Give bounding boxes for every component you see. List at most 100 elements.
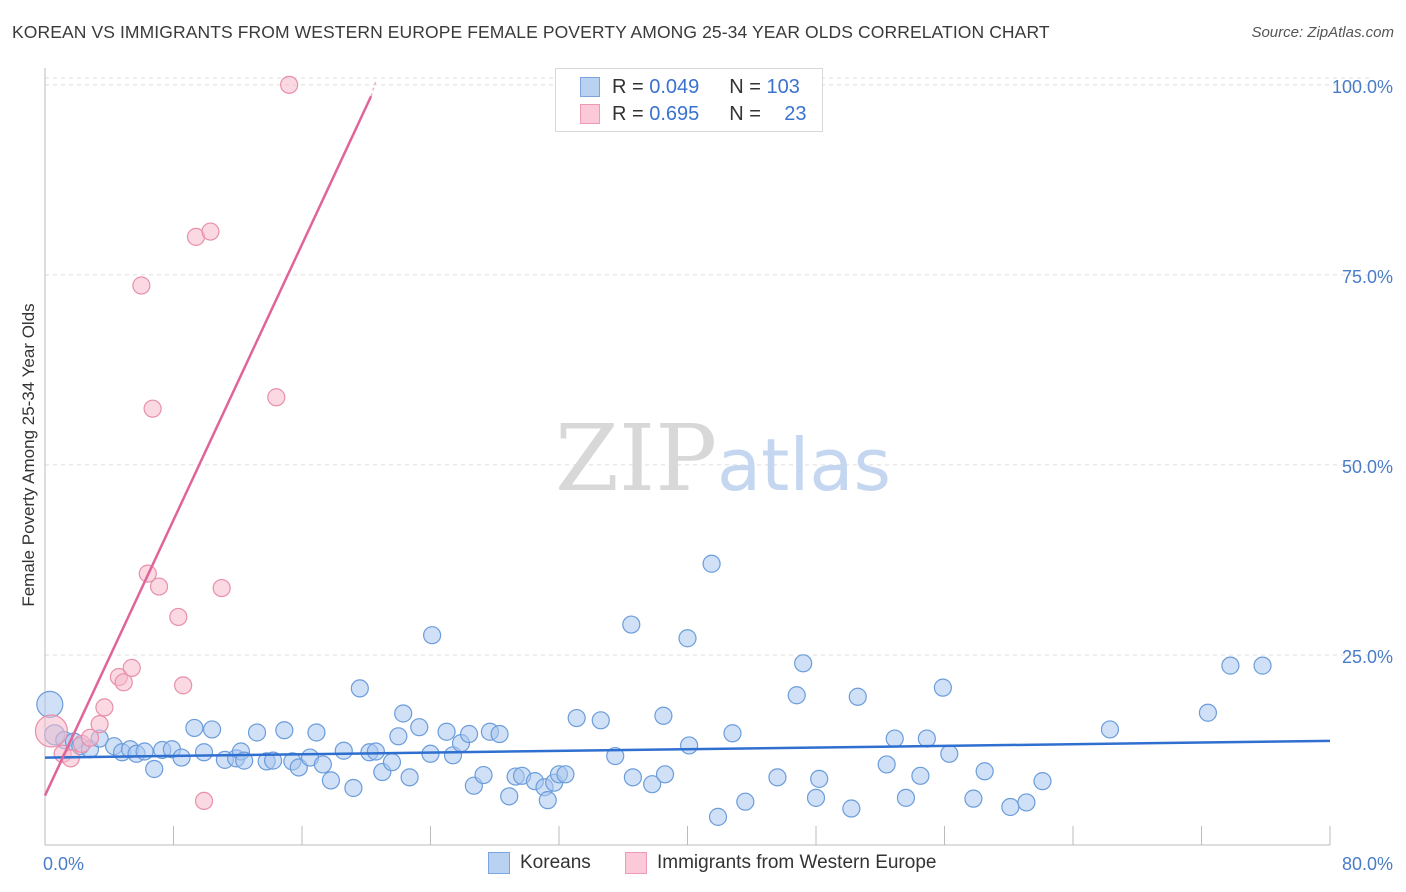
korean-trend-line — [44, 739, 1331, 759]
legend-n-value: 23 — [784, 102, 807, 125]
x-tick-label: 80.0% — [1342, 854, 1393, 874]
korean-point — [275, 721, 294, 740]
immigrant-point — [194, 791, 214, 811]
korean-point — [622, 615, 641, 634]
korean-point — [885, 729, 904, 748]
korean-point — [911, 766, 930, 785]
y-tick-label: 50.0% — [1342, 457, 1393, 477]
korean-point — [36, 690, 64, 718]
korean-point — [623, 768, 642, 787]
watermark-zip: ZIP — [555, 405, 717, 512]
korean-point — [202, 720, 222, 739]
immigrant-point — [267, 388, 286, 407]
immigrant-trend-line — [43, 95, 373, 797]
korean-point — [787, 686, 806, 705]
series-label-immigrant: Immigrants from Western Europe — [657, 852, 937, 873]
korean-point — [185, 718, 204, 738]
korean-point — [437, 722, 456, 741]
korean-point — [975, 762, 994, 781]
series-label-korean: Koreans — [520, 852, 591, 873]
series-swatch-korean — [488, 852, 510, 874]
x-tick-label: 0.0% — [43, 854, 84, 874]
watermark: ZIP atlas — [555, 405, 891, 512]
korean-point — [313, 755, 332, 774]
immigrant-point — [143, 399, 162, 418]
immigrant-point — [114, 673, 133, 692]
korean-point — [591, 711, 610, 730]
korean-point — [194, 743, 214, 762]
korean-point — [917, 729, 936, 748]
korean-point — [400, 768, 419, 787]
korean-point — [794, 654, 813, 673]
tick-labels: 25.0% 50.0% 75.0% 100.0% 0.0% 80.0% — [43, 77, 1393, 874]
korean-point — [933, 678, 952, 697]
series-legend-immigrant[interactable]: Immigrants from Western Europe — [625, 852, 936, 874]
watermark-atlas: atlas — [717, 423, 891, 507]
korean-point — [350, 679, 369, 698]
immigrant-point — [149, 577, 169, 596]
trend-lines — [43, 80, 1331, 797]
immigrant-point — [169, 607, 188, 627]
series-legend-korean[interactable]: Koreans — [488, 852, 591, 874]
immigrant-point — [122, 658, 141, 677]
korean-point — [307, 723, 326, 742]
korean-point — [1253, 656, 1272, 675]
korean-point — [334, 741, 353, 760]
immigrant-point — [95, 698, 114, 717]
korean-point — [382, 753, 402, 772]
correlation-legend: R = 0.049 N = 103 R = 0.695 N = 23 — [555, 68, 823, 132]
korean-point — [877, 755, 896, 774]
y-tick-label: 25.0% — [1342, 647, 1393, 667]
korean-point — [423, 626, 442, 645]
legend-n-label: N = — [729, 75, 761, 98]
immigrant-points — [34, 75, 299, 811]
immigrant-point — [34, 714, 69, 748]
korean-point — [394, 704, 413, 723]
immigrant-trend-extension — [370, 80, 377, 97]
korean-point — [410, 718, 429, 737]
korean-point — [810, 769, 829, 788]
legend-n-label: N = — [729, 102, 761, 125]
korean-point — [344, 778, 363, 798]
y-axis-label: Female Poverty Among 25-34 Year Olds — [19, 303, 38, 606]
korean-point — [538, 791, 557, 810]
legend-r-label: R = — [612, 75, 644, 98]
korean-point — [964, 789, 983, 808]
korean-point — [567, 708, 586, 728]
korean-point — [1033, 772, 1052, 791]
korean-point — [842, 799, 861, 818]
y-tick-label: 100.0% — [1332, 77, 1393, 97]
korean-point — [654, 706, 673, 725]
legend-n-value: 103 — [766, 75, 800, 98]
legend-swatch-immigrant — [580, 104, 600, 124]
series-swatch-immigrant — [625, 852, 647, 874]
korean-point — [1100, 720, 1120, 739]
immigrant-point — [80, 728, 100, 747]
korean-point — [736, 792, 755, 811]
korean-point — [848, 687, 867, 706]
y-tick-label: 75.0% — [1342, 267, 1393, 287]
immigrant-point — [201, 222, 220, 241]
korean-point — [474, 765, 493, 785]
korean-point — [247, 723, 267, 742]
korean-point — [940, 744, 959, 763]
korean-point — [806, 788, 826, 807]
legend-row-immigrant: R = 0.695 N = 23 — [580, 102, 807, 126]
korean-point — [655, 765, 675, 784]
legend-r-value: 0.049 — [649, 75, 700, 98]
legend-swatch-korean — [580, 77, 600, 97]
korean-point — [389, 727, 408, 746]
immigrant-point — [132, 276, 151, 295]
korean-point — [680, 736, 699, 755]
immigrant-point — [280, 75, 299, 94]
korean-point — [723, 724, 742, 743]
legend-r-value: 0.695 — [649, 102, 700, 125]
korean-point — [896, 788, 916, 807]
korean-point — [1001, 797, 1020, 817]
korean-point — [556, 765, 575, 784]
korean-point — [459, 724, 479, 744]
korean-point — [1198, 703, 1218, 722]
korean-point — [1221, 656, 1240, 675]
source-label: Source: ZipAtlas.com — [1251, 24, 1394, 41]
korean-point — [702, 554, 721, 573]
